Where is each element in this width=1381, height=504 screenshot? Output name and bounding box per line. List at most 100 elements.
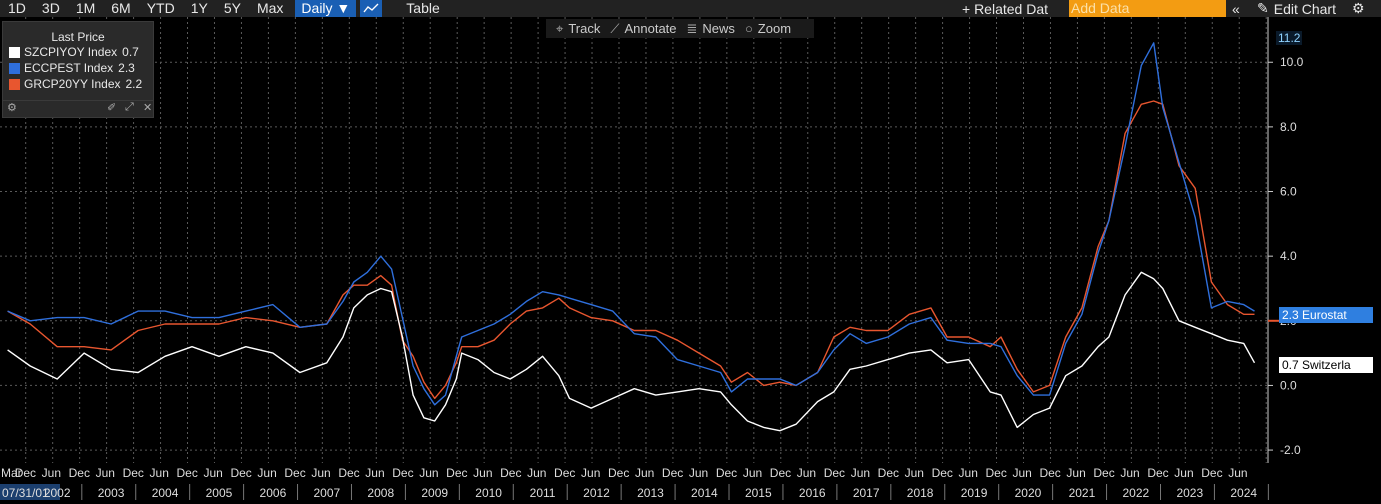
x-month-label: Dec (338, 466, 359, 480)
x-year-label: 2023 (1176, 486, 1203, 500)
y-tick-label: -2.0 (1280, 443, 1301, 457)
zoom-label: Zoom (757, 21, 792, 36)
x-year-label: 2024 (1230, 486, 1257, 500)
series-line-eccpest (7, 42, 1255, 406)
annotate-button[interactable]: ⟋ Annotate (610, 21, 676, 37)
y-tick-label: 6.0 (1280, 185, 1297, 199)
x-month-label: Jun (1174, 466, 1193, 480)
legend-swatch (9, 62, 20, 74)
x-month-label: Dec (123, 466, 144, 480)
range-max-button[interactable]: Max (256, 0, 284, 16)
x-year-label: 2003 (98, 486, 125, 500)
legend-label: ECCPEST Index (24, 61, 114, 75)
range-1d-button[interactable]: 1D (8, 0, 26, 16)
range-3d-button[interactable]: 3D (41, 0, 60, 16)
gear-icon[interactable]: ⚙ (7, 102, 17, 114)
x-month-label: Jun (635, 466, 654, 480)
x-month-label: Dec (878, 466, 899, 480)
legend-item-szcpiyoy[interactable]: SZCPIYOY Index 0.7 (3, 44, 153, 60)
x-month-label: Jun (419, 466, 438, 480)
x-month-label: Jun (203, 466, 222, 480)
x-month-label: Jun (150, 466, 169, 480)
x-year-label: 2011 (530, 486, 556, 500)
x-month-label: Mar (1, 466, 22, 480)
x-year-label: 2002 (44, 486, 71, 500)
x-year-label: 2012 (583, 486, 610, 500)
pin-icon[interactable]: ✐ (107, 102, 117, 114)
legend-item-grcp20yy[interactable]: GRCP20YY Index 2.2 (3, 76, 153, 92)
table-button[interactable]: Table (406, 0, 440, 16)
legend-value: 2.2 (125, 77, 143, 91)
collapse-icon[interactable]: « (1232, 0, 1240, 17)
x-month-label: Jun (473, 466, 492, 480)
y-axis: -2.00.02.04.06.08.010.0 (1267, 17, 1304, 463)
legend-footer: ⚙ ✐ ⤢ ✕ (3, 100, 153, 117)
chart-tools-bar: ⌖ Track ⟋ Annotate ≣ News ○ Zoom (546, 19, 814, 38)
x-month-label: Dec (716, 466, 737, 480)
x-axis: Mar 07/31/01 Dec Jun Dec Jun Dec Jun Dec Jun Dec Ju… (0, 463, 1381, 504)
x-month-label: Jun (581, 466, 600, 480)
gear-icon[interactable]: ⚙ (1352, 0, 1365, 16)
legend-swatch (9, 78, 20, 90)
frequency-dropdown[interactable]: Daily ▼ (295, 0, 357, 17)
x-year-label: 2009 (421, 486, 448, 500)
x-month-label: Jun (1120, 466, 1139, 480)
x-month-label: Dec (1201, 466, 1222, 480)
x-month-label: Jun (797, 466, 816, 480)
x-month-label: Dec (500, 466, 521, 480)
start-date-label: 07/31/01 (2, 486, 49, 500)
x-month-label: Dec (392, 466, 413, 480)
close-icon[interactable]: ✕ (143, 102, 153, 114)
legend-item-eccpest[interactable]: ECCPEST Index 2.3 (3, 60, 153, 76)
x-year-label: 2008 (367, 486, 394, 500)
x-month-label: Dec (284, 466, 305, 480)
range-5y-button[interactable]: 5Y (223, 0, 241, 16)
range-1m-button[interactable]: 1M (75, 0, 96, 16)
x-month-label: Jun (959, 466, 978, 480)
legend-panel: Last Price SZCPIYOY Index 0.7 ECCPEST In… (2, 21, 154, 118)
x-month-label: Dec (1093, 466, 1114, 480)
x-month-label: Jun (1228, 466, 1247, 480)
track-button[interactable]: ⌖ Track (556, 21, 600, 37)
range-ytd-button[interactable]: YTD (146, 0, 175, 16)
x-year-label: 2006 (260, 486, 287, 500)
add-data-input[interactable] (1069, 0, 1226, 17)
vertical-gridlines (25, 17, 1267, 463)
x-axis-band (0, 463, 1381, 504)
x-month-label: Jun (311, 466, 330, 480)
range-1y-button[interactable]: 1Y (190, 0, 208, 16)
x-month-label: Dec (770, 466, 791, 480)
x-year-label: 2005 (206, 486, 233, 500)
news-icon: ≣ (686, 20, 698, 36)
annotate-label: Annotate (624, 21, 677, 36)
range-6m-button[interactable]: 6M (111, 0, 131, 16)
series-lines (7, 42, 1279, 432)
expand-icon[interactable]: ⤢ (125, 101, 134, 113)
x-year-label: 2022 (1123, 486, 1150, 500)
zoom-button[interactable]: ○ Zoom (745, 21, 791, 36)
news-button[interactable]: ≣ News (687, 21, 735, 37)
x-month-label: Jun (905, 466, 924, 480)
y-tick-label: 0.0 (1280, 378, 1297, 392)
x-year-label: 2007 (313, 486, 340, 500)
edit-chart-button[interactable]: ✎ Edit Chart (1257, 0, 1336, 17)
x-year-label: 2010 (475, 486, 502, 500)
x-year-label: 2014 (691, 486, 718, 500)
y-tick-label: 8.0 (1280, 120, 1297, 134)
related-data-button[interactable]: + Related Dat (962, 0, 1048, 17)
x-month-label: Dec (177, 466, 198, 480)
legend-value: 0.7 (122, 45, 139, 59)
x-year-label: 2004 (152, 486, 179, 500)
news-label: News (702, 21, 735, 36)
x-month-label: Dec (1147, 466, 1168, 480)
x-month-label: Jun (689, 466, 708, 480)
x-month-label: Dec (15, 466, 36, 480)
line-chart-icon[interactable] (360, 0, 383, 17)
x-year-label: 2016 (799, 486, 826, 500)
legend-value: 2.3 (118, 61, 135, 75)
x-year-label: 2017 (853, 486, 880, 500)
start-date-bg (0, 484, 60, 500)
switzerland-tag: 0.7 Switzerla (1279, 357, 1373, 373)
legend-label: SZCPIYOY Index (24, 45, 118, 59)
